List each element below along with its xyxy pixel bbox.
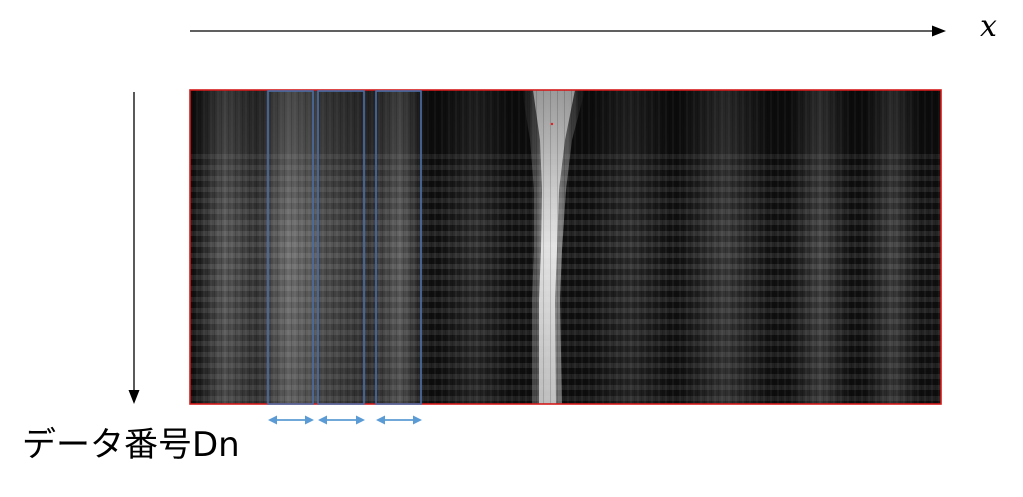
x-axis-label: x — [980, 9, 997, 44]
window-width-arrow-1 — [268, 415, 314, 425]
window-box-2 — [317, 90, 365, 405]
window-box-3 — [375, 90, 422, 405]
image-border — [189, 89, 942, 405]
y-axis-label: データ番号Dn — [22, 425, 240, 465]
y-axis-arrow — [128, 92, 140, 404]
window-width-arrow-2 — [318, 415, 365, 425]
x-axis-arrow — [190, 25, 946, 37]
window-width-arrow-3 — [376, 415, 422, 425]
window-box-1 — [267, 90, 314, 405]
grayscale-image — [190, 90, 941, 404]
